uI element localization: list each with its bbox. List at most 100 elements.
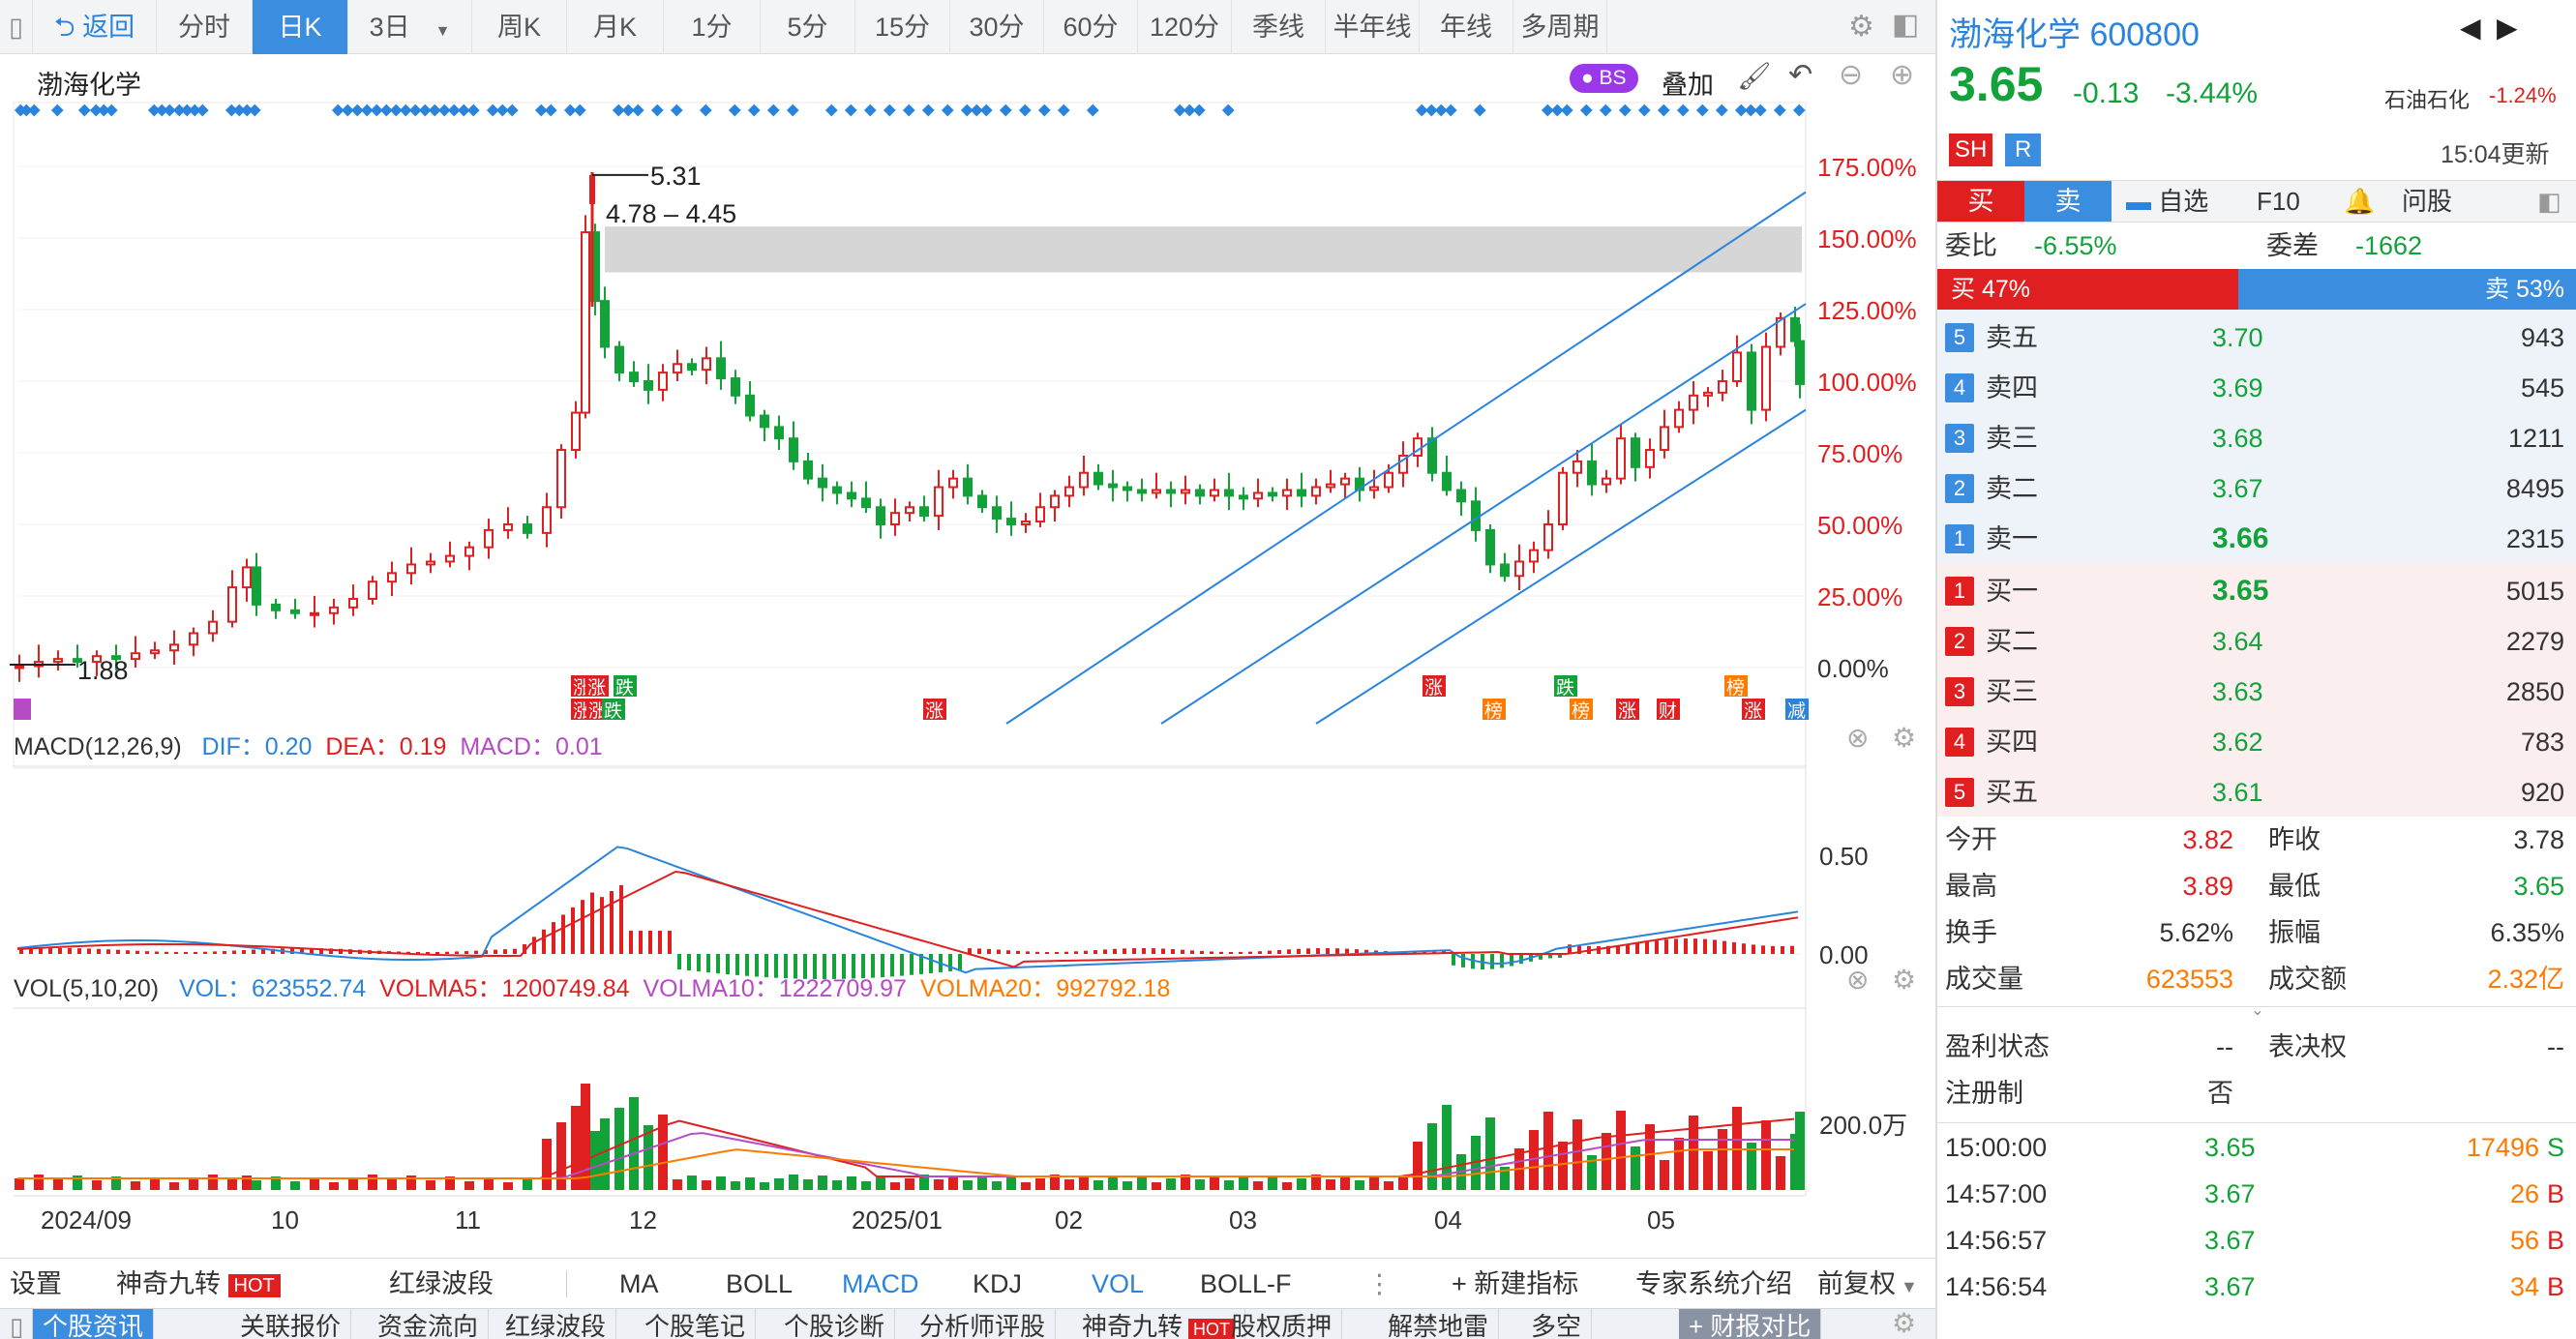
overlay-button[interactable]: 叠加	[1662, 71, 1714, 100]
financial-compare-button[interactable]: + 财报对比	[1679, 1309, 1822, 1339]
tab-6[interactable]: 1分	[664, 0, 761, 54]
next-stock-icon[interactable]: ▶	[2497, 13, 2518, 43]
tab-15[interactable]: 多周期	[1513, 0, 1607, 54]
bottom-tab-10[interactable]: 解禁地雷	[1378, 1309, 1500, 1339]
bottom-tab-8[interactable]: 神奇九转 HOT	[1072, 1309, 1246, 1339]
indicator-vol[interactable]: VOL	[1092, 1269, 1145, 1298]
tab-7[interactable]: 5分	[761, 0, 855, 54]
vol-close-icon[interactable]: ⊗	[1846, 965, 1870, 995]
more-indicators-button[interactable]: ⋮	[1366, 1269, 1393, 1298]
macd-header: MACD(12,26,9) DIF：0.20 DEA：0.19 MACD：0.0…	[14, 733, 603, 760]
sell-button[interactable]: 卖	[2024, 181, 2112, 222]
tab-10[interactable]: 60分	[1044, 0, 1138, 54]
vol-settings-icon[interactable]: ⚙	[1892, 965, 1917, 995]
asks-volume: 545	[2520, 373, 2564, 402]
bids-row-5[interactable]: 5 买五 3.61 920	[1937, 767, 2576, 818]
asks-price: 3.67	[2212, 474, 2263, 503]
kline-chart[interactable]: 175.00%150.00%125.00%100.00%75.00%50.00%…	[0, 54, 1935, 1258]
tab-5[interactable]: 月K	[567, 0, 664, 54]
asks-row-5[interactable]: 5 卖五 3.70 943	[1937, 312, 2576, 363]
bids-row-4[interactable]: 4 买四 3.62 783	[1937, 717, 2576, 767]
event-badge	[1423, 675, 1446, 697]
panel-toggle-icon[interactable]: ◧	[1892, 9, 1920, 41]
shenqi-button[interactable]: 神奇九转 HOT	[116, 1259, 281, 1309]
action-bar: 买 卖 ▬ 自选 F10 🔔 问股 ◧	[1937, 180, 2576, 223]
tab-1[interactable]: 分时	[157, 0, 253, 54]
vol-tick-label: 200.0万	[1819, 1111, 1907, 1140]
adjust-dropdown[interactable]: 前复权 ▼	[1817, 1269, 1918, 1298]
bottom-tab-6[interactable]: 个股诊断	[774, 1309, 896, 1339]
bottom-settings-icon[interactable]: ⚙	[1892, 1308, 1917, 1338]
new-indicator-button[interactable]: + 新建指标	[1452, 1269, 1579, 1298]
wei-cha-value: -1662	[2355, 231, 2423, 260]
asks-volume: 8495	[2505, 474, 2564, 503]
tab-3[interactable]: 3日 ▼	[348, 0, 472, 54]
asks-row-1[interactable]: 1 卖一 3.66 2315	[1937, 514, 2576, 564]
bids-row-3[interactable]: 3 买三 3.63 2850	[1937, 667, 2576, 717]
bids-price: 3.61	[2212, 778, 2263, 807]
settings-button[interactable]: 设置	[10, 1269, 62, 1298]
stat-row: 最高 3.89 最低 3.65	[1945, 872, 2564, 901]
indicator-kdj[interactable]: KDJ	[973, 1269, 1023, 1298]
macd-settings-icon[interactable]: ⚙	[1892, 723, 1917, 753]
expand-icon[interactable]: ◧	[2537, 187, 2561, 216]
volume-bars	[15, 1084, 1805, 1190]
bottom-tab-7[interactable]: 分析师评股	[910, 1309, 1057, 1339]
settings-gear-icon[interactable]: ⚙	[1848, 11, 1874, 43]
tab-9[interactable]: 30分	[950, 0, 1044, 54]
event-badge	[1554, 675, 1577, 697]
bottom-tab-5[interactable]: 个股笔记	[635, 1309, 757, 1339]
bottom-tab-2[interactable]: 关联报价	[230, 1309, 352, 1339]
tab-11[interactable]: 120分	[1138, 0, 1232, 54]
indicator-boll-f[interactable]: BOLL-F	[1200, 1269, 1292, 1298]
tab-8[interactable]: 15分	[855, 0, 950, 54]
sidebar-toggle-icon[interactable]: ▯	[0, 0, 33, 54]
zoom-in-icon[interactable]: ⊕	[1890, 59, 1915, 91]
dropdown-arrow-icon[interactable]: ▼	[434, 23, 451, 40]
bottom-tab-3[interactable]: 资金流向	[368, 1309, 490, 1339]
prev-stock-icon[interactable]: ◀	[2460, 13, 2481, 43]
tab-13[interactable]: 半年线	[1326, 0, 1420, 54]
bids-row-2[interactable]: 2 买二 3.64 2279	[1937, 616, 2576, 667]
watchlist-button[interactable]: ▬ 自选	[2126, 187, 2209, 216]
macd-close-icon[interactable]: ⊗	[1846, 723, 1870, 753]
channel-upper	[1005, 191, 1807, 725]
bs-badge[interactable]: ● BS	[1570, 64, 1638, 93]
bottom-tab-1[interactable]: 个股资讯	[33, 1309, 155, 1339]
period-tab-bar: ▯ ⮌ 返回 分时 日K 3日 ▼ 周K 月K 1分 5分 15分 30分 60分 120分 季线 半年线…	[0, 0, 1935, 54]
tab-14[interactable]: 年线	[1420, 0, 1513, 54]
tab-4[interactable]: 周K	[472, 0, 567, 54]
asks-row-2[interactable]: 2 卖二 3.67 8495	[1937, 463, 2576, 514]
bids-price: 3.64	[2212, 627, 2263, 656]
bottom-tab-9[interactable]: 股权质押	[1221, 1309, 1343, 1339]
brush-icon[interactable]: 🖌	[1737, 61, 1772, 91]
bottom-tab-11[interactable]: 多空	[1521, 1309, 1593, 1339]
indicator-macd[interactable]: MACD	[842, 1269, 919, 1298]
collapse-chevron-icon[interactable]: ⌄	[1937, 1003, 2576, 1020]
back-button[interactable]: ⮌ 返回	[33, 0, 157, 54]
asks-volume: 943	[2520, 323, 2564, 352]
f10-button[interactable]: F10	[2257, 187, 2300, 216]
honglv-button[interactable]: 红绿波段	[389, 1269, 494, 1298]
indicator-ma[interactable]: MA	[619, 1269, 659, 1298]
macd-tick-label: 0.50	[1819, 842, 1869, 871]
expert-system-button[interactable]: 专家系统介绍	[1635, 1269, 1792, 1298]
tab-12[interactable]: 季线	[1232, 0, 1326, 54]
zoom-out-icon[interactable]: ⊖	[1839, 59, 1864, 91]
bottom-tab-4[interactable]: 红绿波段	[495, 1309, 617, 1339]
asks-row-4[interactable]: 4 卖四 3.69 545	[1937, 363, 2576, 413]
indicator-boll[interactable]: BOLL	[726, 1269, 794, 1298]
ask-button[interactable]: 问股	[2402, 187, 2453, 216]
undo-icon[interactable]: ↶	[1788, 59, 1813, 91]
asks-row-3[interactable]: 3 卖三 3.68 1211	[1937, 413, 2576, 463]
buy-button[interactable]: 买	[1937, 181, 2024, 222]
sector-name[interactable]: 石油石化	[2384, 88, 2471, 112]
hot-badge: HOT	[227, 1273, 281, 1297]
tab-2[interactable]: 日K	[253, 0, 348, 54]
bids-row-1[interactable]: 1 买一 3.65 5015	[1937, 566, 2576, 616]
bell-icon[interactable]: 🔔	[2344, 187, 2376, 216]
event-badge-label: 榜	[1726, 677, 1745, 699]
update-time: 15:04更新	[2441, 141, 2550, 168]
sidebar-toggle-icon[interactable]: ▯	[0, 1309, 33, 1339]
stats-table: 今开 3.82 昨收 3.78 最高 3.89 最低 3.65 换手 5.62% 振幅 6.35% 成交…	[1937, 817, 2576, 1006]
